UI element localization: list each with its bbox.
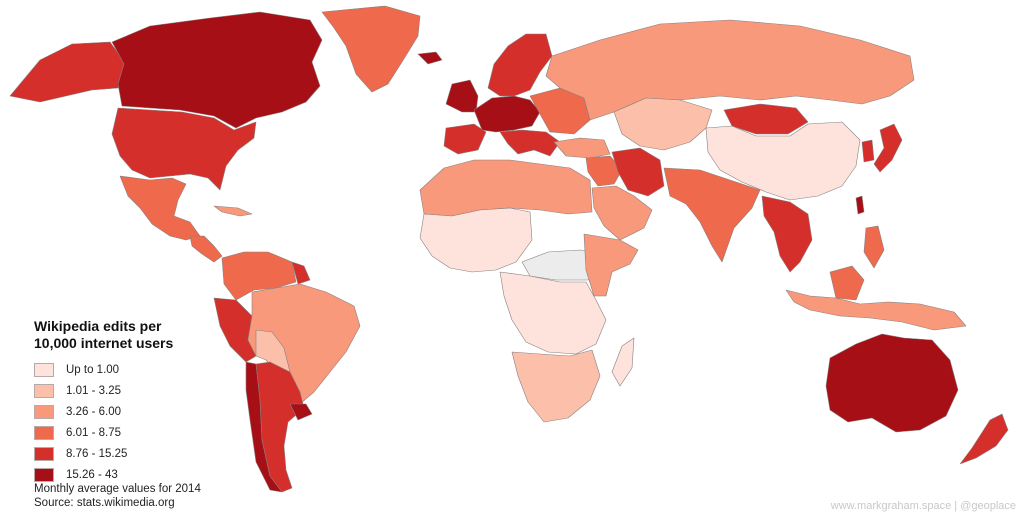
legend-row: 1.01 - 3.25 [34,380,264,401]
legend-title-line1: Wikipedia edits per [34,318,162,334]
region-australia [825,333,959,433]
legend-swatch [34,467,54,482]
region-greenland [321,5,421,93]
region-uruguay [289,403,313,421]
region-iceland [417,51,443,65]
region-madagascar [611,337,635,387]
legend-swatch [34,383,54,398]
source-note: Monthly average values for 2014 Source: … [34,482,201,510]
region-central-africa [499,271,607,355]
region-central-america [189,235,223,263]
region-taiwan [855,195,865,215]
legend-row: Up to 1.00 [34,359,264,380]
region-south-asia [663,167,761,263]
legend-swatch [34,362,54,377]
region-italy-balkans [499,129,561,157]
legend-title: Wikipedia edits per 10,000 internet user… [34,318,264,352]
region-western-europe [473,95,541,133]
region-colombia-venezuela [221,251,297,301]
note-period: Monthly average values for 2014 [34,483,201,495]
region-new-zealand [959,413,1009,465]
region-canada [111,11,323,129]
legend-row: 6.01 - 8.75 [34,422,264,443]
region-russia [545,19,915,121]
region-west-africa [419,207,533,273]
region-argentina [255,361,305,493]
legend-label: 15.26 - 43 [66,468,118,481]
region-usa [111,107,257,191]
region-iran [611,147,665,197]
region-iberia [443,123,487,155]
region-philippines [863,225,885,269]
legend-label: 6.01 - 8.75 [66,426,121,439]
region-mongolia [723,103,809,135]
legend-swatch [34,425,54,440]
legend-label: 3.26 - 6.00 [66,405,121,418]
legend: Wikipedia edits per 10,000 internet user… [34,318,264,485]
region-uk-ireland [445,79,479,113]
legend-label: 8.76 - 15.25 [66,447,128,460]
note-source: Source: stats.wikimedia.org [34,497,175,509]
region-central-asia [613,97,713,151]
legend-swatch [34,446,54,461]
legend-row: 15.26 - 43 [34,464,264,485]
author-credit: www.markgraham.space | @geoplace [830,500,1016,512]
region-mexico [119,175,201,241]
region-brazil [247,283,361,405]
legend-row: 3.26 - 6.00 [34,401,264,422]
region-levant-iraq [585,155,623,187]
region-japan [873,123,903,173]
legend-label: Up to 1.00 [66,363,120,376]
region-caribbean [213,205,253,217]
legend-swatch [34,404,54,419]
region-indonesia [785,289,967,331]
region-arabia [591,185,653,241]
region-north-africa [419,159,593,217]
region-southern-africa [511,349,601,423]
legend-title-line2: 10,000 internet users [34,335,174,351]
region-alaska [9,41,127,103]
legend-label: 1.01 - 3.25 [66,384,121,397]
region-scandinavia [487,33,553,97]
region-turkey [553,137,611,159]
region-korea [861,139,875,163]
region-horn-of-africa [583,233,639,297]
region-borneo [829,265,865,301]
region-guianas [291,261,311,285]
region-southeast-asia [761,195,813,273]
region-china [705,121,861,201]
legend-row: 8.76 - 15.25 [34,443,264,464]
